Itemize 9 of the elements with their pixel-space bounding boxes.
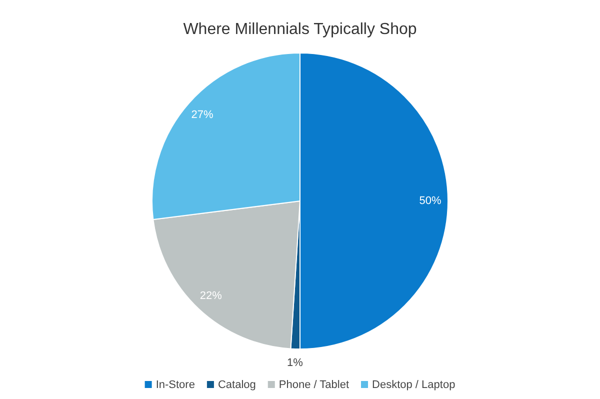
data-label: 22%: [200, 290, 222, 302]
legend-label: Desktop / Laptop: [372, 378, 456, 391]
chart-title: Where Millennials Typically Shop: [183, 21, 417, 38]
data-label: 27%: [191, 108, 214, 121]
data-label: 50%: [419, 194, 442, 207]
data-label: 1%: [286, 356, 304, 369]
legend-label: Phone / Tablet: [278, 378, 350, 391]
legend-label: In-Store: [156, 378, 195, 391]
legend-label: Catalog: [218, 378, 256, 391]
